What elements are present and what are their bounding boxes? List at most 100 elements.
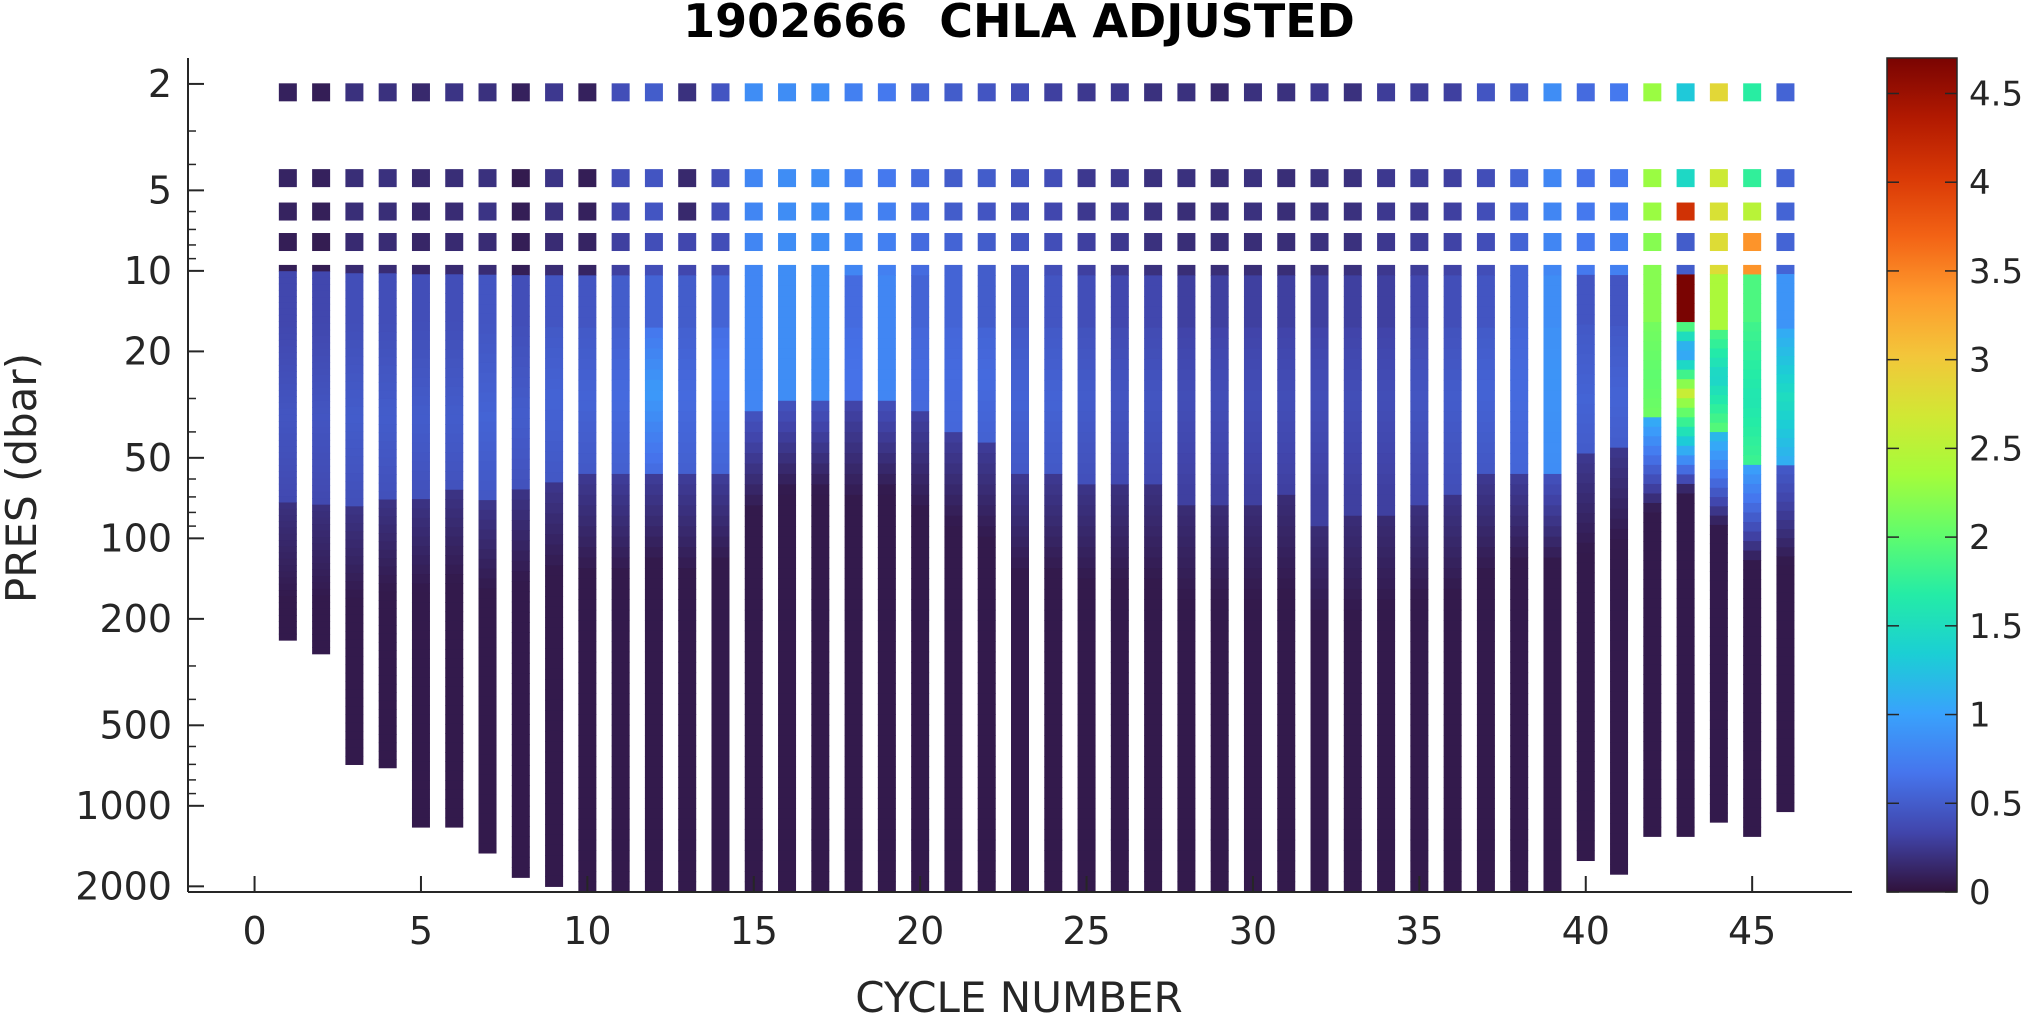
profile-segment-cycle-4 [378,742,397,752]
profile-segment-cycle-3 [345,298,364,308]
profile-segment-cycle-36 [1443,703,1462,715]
profile-segment-cycle-32 [1310,296,1329,308]
surface-sample-cycle-33 [1343,83,1362,102]
profile-segment-cycle-38 [1510,515,1529,527]
profile-segment-cycle-24 [1044,745,1063,757]
profile-segment-cycle-14 [711,494,730,506]
profile-segment-cycle-21 [944,672,963,684]
profile-segment-cycle-26 [1110,264,1129,276]
profile-segment-cycle-14 [711,442,730,454]
profile-segment-cycle-33 [1343,327,1362,339]
x-tick-label: 10 [563,909,611,953]
profile-segment-cycle-40 [1576,582,1595,594]
profile-segment-cycle-42 [1643,569,1662,580]
profile-segment-cycle-25 [1077,756,1096,768]
profile-segment-cycle-22 [977,871,996,883]
profile-segment-cycle-43 [1676,788,1695,799]
y-tick-label: 100 [99,516,172,560]
profile-segment-cycle-16 [778,609,797,621]
profile-segment-cycle-32 [1310,494,1329,506]
surface-sample-cycle-1 [278,233,297,252]
profile-segment-cycle-22 [977,714,996,726]
profile-segment-cycle-40 [1576,661,1595,673]
profile-segment-cycle-22 [977,818,996,830]
profile-segment-cycle-31 [1277,871,1296,883]
profile-segment-cycle-45 [1743,683,1762,695]
colorbar-tick-label: 2 [1969,518,1991,558]
profile-segment-cycle-44 [1709,701,1728,712]
profile-segment-cycle-40 [1576,651,1595,663]
profile-segment-cycle-10 [578,839,597,851]
profile-segment-cycle-9 [545,378,564,390]
profile-segment-cycle-17 [811,724,830,736]
profile-cycle-25 [1077,83,1096,893]
profile-segment-cycle-30 [1243,400,1262,412]
profile-segment-cycle-40 [1576,403,1595,415]
profile-segment-cycle-26 [1110,494,1129,506]
profile-segment-cycle-1 [278,502,297,510]
profile-segment-cycle-16 [778,693,797,705]
surface-sample-cycle-40 [1576,169,1595,188]
profile-segment-cycle-8 [511,683,530,695]
profile-segment-cycle-5 [411,424,430,435]
surface-sample-cycle-23 [1011,233,1029,252]
profile-segment-cycle-33 [1343,557,1362,569]
profile-segment-cycle-24 [1044,609,1063,621]
profile-segment-cycle-21 [944,860,963,872]
profile-segment-cycle-29 [1210,358,1229,371]
profile-segment-cycle-43 [1676,274,1695,285]
profile-segment-cycle-3 [345,739,364,749]
profile-segment-cycle-39 [1543,505,1562,517]
profile-segment-cycle-43 [1676,769,1695,780]
profile-segment-cycle-26 [1110,526,1129,538]
profile-segment-cycle-29 [1210,787,1229,799]
profile-segment-cycle-12 [644,505,663,517]
colorbar-gradient [1886,57,1958,893]
profile-segment-cycle-42 [1643,788,1662,799]
profile-segment-cycle-10 [578,630,597,642]
profile-segment-cycle-40 [1576,284,1595,296]
y-tick-label: 2 [148,62,172,106]
profile-segment-cycle-27 [1144,714,1163,726]
profile-segment-cycle-7 [478,470,497,482]
profile-segment-cycle-44 [1709,524,1728,535]
profile-segment-cycle-24 [1044,797,1063,809]
profile-cycle-29 [1210,83,1229,893]
profile-segment-cycle-31 [1277,839,1296,851]
profile-cycle-20 [911,83,930,893]
profile-segment-cycle-16 [778,641,797,653]
profile-segment-cycle-13 [678,641,697,653]
profile-segment-cycle-8 [511,816,530,827]
profile-segment-cycle-2 [312,284,331,292]
profile-segment-cycle-22 [977,432,996,444]
profile-segment-cycle-33 [1343,369,1362,381]
profile-segment-cycle-21 [944,421,963,433]
x-tick-label: 30 [1229,909,1277,953]
profile-segment-cycle-4 [378,608,397,618]
profile-segment-cycle-38 [1510,578,1529,590]
profile-segment-cycle-22 [977,379,996,391]
profile-segment-cycle-44 [1709,283,1728,294]
surface-sample-cycle-10 [578,233,597,252]
profile-segment-cycle-10 [578,766,597,778]
profile-segment-cycle-15 [744,453,763,465]
profile-segment-cycle-34 [1377,275,1396,287]
profile-segment-cycle-36 [1443,630,1462,642]
profile-segment-cycle-1 [278,302,297,310]
profile-segment-cycle-10 [578,682,597,695]
profile-segment-cycle-40 [1576,433,1595,445]
profile-segment-cycle-22 [977,839,996,851]
profile-segment-cycle-38 [1510,724,1529,736]
profile-segment-cycle-40 [1576,354,1595,365]
profile-segment-cycle-10 [578,808,597,820]
profile-segment-cycle-14 [711,327,730,339]
profile-segment-cycle-40 [1576,364,1595,375]
profile-segment-cycle-34 [1377,808,1396,820]
profile-segment-cycle-37 [1476,871,1495,883]
profile-segment-cycle-40 [1576,731,1595,742]
profile-segment-cycle-26 [1110,871,1129,883]
profile-segment-cycle-13 [678,808,697,820]
profile-segment-cycle-42 [1643,674,1662,685]
profile-segment-cycle-1 [278,408,297,416]
surface-sample-cycle-16 [778,169,797,188]
